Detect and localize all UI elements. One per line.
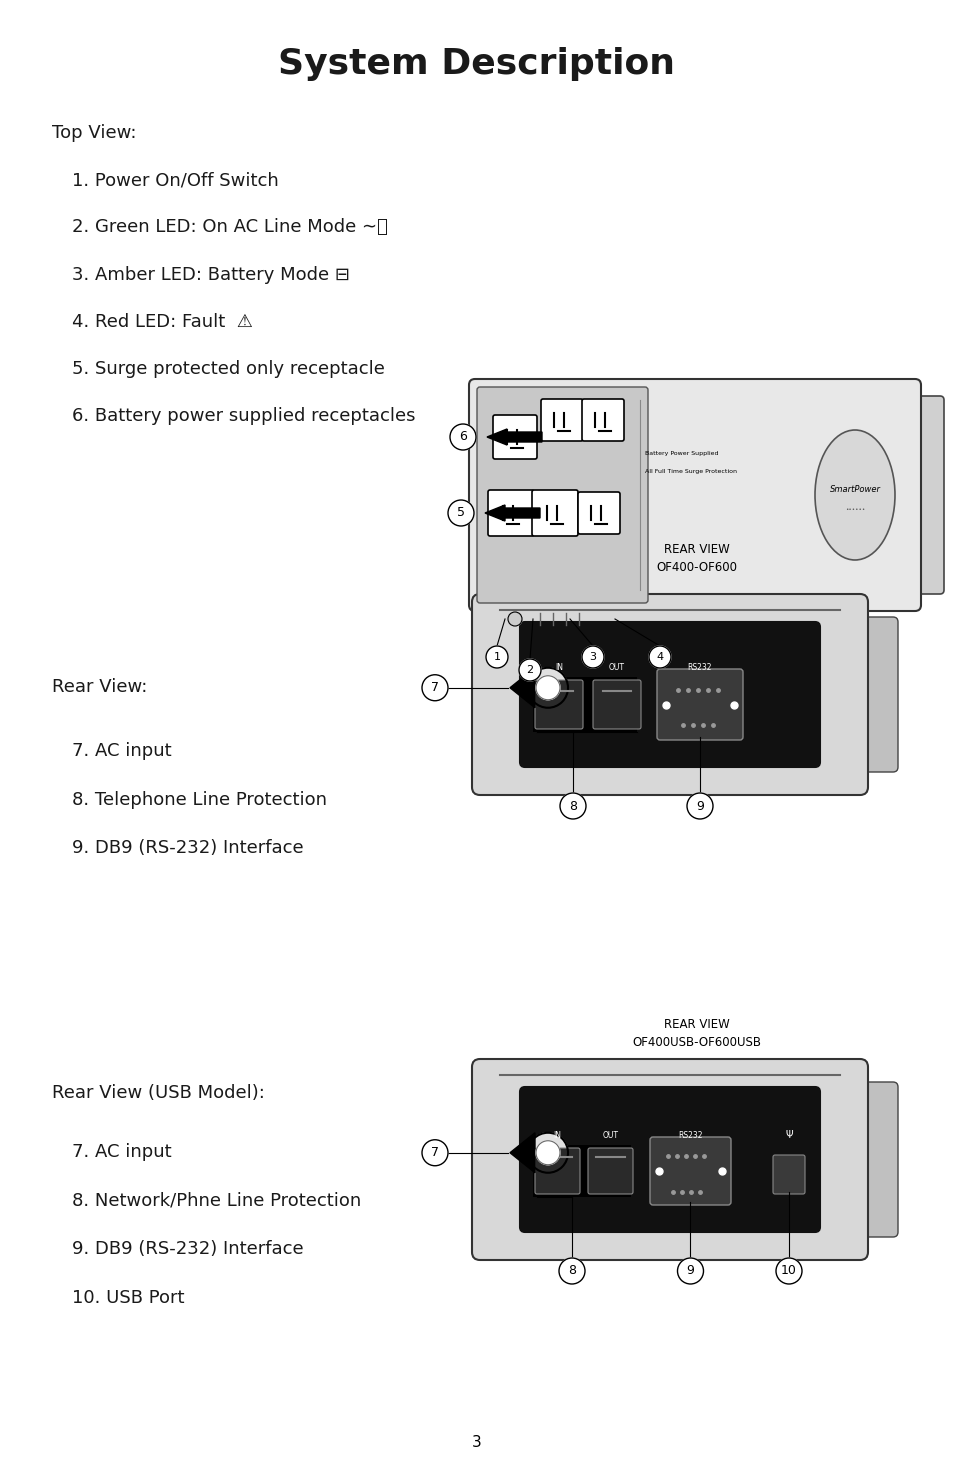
FancyBboxPatch shape bbox=[578, 493, 619, 534]
Text: 7. AC input: 7. AC input bbox=[71, 1143, 171, 1161]
Text: 8: 8 bbox=[568, 799, 577, 813]
Polygon shape bbox=[484, 504, 539, 521]
Circle shape bbox=[536, 676, 559, 699]
FancyBboxPatch shape bbox=[472, 594, 867, 795]
FancyBboxPatch shape bbox=[657, 670, 742, 740]
FancyBboxPatch shape bbox=[772, 1155, 804, 1193]
FancyBboxPatch shape bbox=[476, 386, 647, 603]
Text: 3: 3 bbox=[589, 652, 596, 662]
Text: OUT: OUT bbox=[602, 1131, 618, 1140]
Text: 5. Surge protected only receptacle: 5. Surge protected only receptacle bbox=[71, 360, 384, 378]
FancyBboxPatch shape bbox=[587, 1148, 633, 1193]
FancyBboxPatch shape bbox=[519, 622, 820, 767]
Circle shape bbox=[648, 646, 670, 668]
Text: 1: 1 bbox=[493, 652, 500, 662]
Text: 6: 6 bbox=[458, 431, 466, 444]
FancyBboxPatch shape bbox=[519, 1087, 820, 1232]
FancyBboxPatch shape bbox=[593, 680, 640, 729]
Polygon shape bbox=[510, 1133, 535, 1173]
FancyBboxPatch shape bbox=[533, 1145, 630, 1198]
Text: System Description: System Description bbox=[278, 47, 675, 81]
Text: Ψ: Ψ bbox=[784, 1130, 792, 1140]
Text: REAR VIEW
OF400-OF600: REAR VIEW OF400-OF600 bbox=[656, 543, 736, 574]
Polygon shape bbox=[510, 668, 535, 708]
Text: OUT: OUT bbox=[608, 662, 624, 673]
Text: Rear View (USB Model):: Rear View (USB Model): bbox=[52, 1084, 265, 1102]
Circle shape bbox=[536, 1140, 559, 1165]
Circle shape bbox=[485, 646, 507, 668]
Circle shape bbox=[581, 646, 603, 668]
Text: SmartPower: SmartPower bbox=[828, 485, 880, 494]
Circle shape bbox=[507, 612, 521, 625]
FancyBboxPatch shape bbox=[649, 1137, 730, 1205]
FancyBboxPatch shape bbox=[535, 680, 582, 729]
Text: 9: 9 bbox=[696, 799, 703, 813]
FancyBboxPatch shape bbox=[493, 414, 537, 459]
FancyBboxPatch shape bbox=[849, 617, 897, 771]
Circle shape bbox=[677, 1258, 702, 1285]
Text: RS232: RS232 bbox=[678, 1131, 702, 1140]
Circle shape bbox=[775, 1258, 801, 1285]
Circle shape bbox=[686, 794, 712, 819]
Text: 7: 7 bbox=[431, 681, 438, 695]
Text: 8. Telephone Line Protection: 8. Telephone Line Protection bbox=[71, 791, 326, 808]
Text: RS232: RS232 bbox=[687, 662, 712, 673]
FancyBboxPatch shape bbox=[469, 379, 920, 611]
Circle shape bbox=[448, 500, 474, 527]
FancyBboxPatch shape bbox=[581, 400, 623, 441]
Circle shape bbox=[558, 1258, 584, 1285]
Text: 3. Amber LED: Battery Mode ⊟: 3. Amber LED: Battery Mode ⊟ bbox=[71, 266, 349, 283]
Text: Rear View:: Rear View: bbox=[52, 678, 148, 696]
Polygon shape bbox=[486, 429, 541, 445]
FancyBboxPatch shape bbox=[849, 1083, 897, 1238]
Text: IN: IN bbox=[553, 1131, 561, 1140]
Circle shape bbox=[527, 668, 567, 708]
Text: 7. AC input: 7. AC input bbox=[71, 742, 171, 760]
Text: All Full Time Surge Protection: All Full Time Surge Protection bbox=[644, 469, 737, 473]
Text: 2. Green LED: On AC Line Mode ∼⎯: 2. Green LED: On AC Line Mode ∼⎯ bbox=[71, 218, 387, 236]
Text: REAR VIEW
OF400USB-OF600USB: REAR VIEW OF400USB-OF600USB bbox=[631, 1018, 760, 1049]
Circle shape bbox=[450, 423, 476, 450]
Ellipse shape bbox=[814, 431, 894, 560]
Text: 6. Battery power supplied receptacles: 6. Battery power supplied receptacles bbox=[71, 407, 415, 425]
FancyBboxPatch shape bbox=[488, 490, 534, 535]
Text: 7: 7 bbox=[431, 1146, 438, 1159]
Circle shape bbox=[421, 1140, 448, 1165]
Text: 9. DB9 (RS-232) Interface: 9. DB9 (RS-232) Interface bbox=[71, 1240, 303, 1258]
FancyBboxPatch shape bbox=[472, 1059, 867, 1260]
Text: 10: 10 bbox=[781, 1264, 796, 1277]
Text: ••••••: •••••• bbox=[844, 507, 864, 512]
Text: 9. DB9 (RS-232) Interface: 9. DB9 (RS-232) Interface bbox=[71, 839, 303, 857]
Circle shape bbox=[421, 674, 448, 701]
FancyBboxPatch shape bbox=[535, 1148, 579, 1193]
Text: 3: 3 bbox=[472, 1435, 481, 1450]
FancyBboxPatch shape bbox=[477, 603, 862, 636]
FancyBboxPatch shape bbox=[532, 490, 578, 535]
FancyBboxPatch shape bbox=[540, 400, 582, 441]
Text: 4: 4 bbox=[656, 652, 663, 662]
Text: IN: IN bbox=[555, 662, 562, 673]
FancyBboxPatch shape bbox=[533, 677, 637, 732]
Circle shape bbox=[559, 794, 585, 819]
Text: 5: 5 bbox=[456, 506, 464, 519]
Text: 9: 9 bbox=[686, 1264, 694, 1277]
Text: 8: 8 bbox=[567, 1264, 576, 1277]
Text: 1. Power On/Off Switch: 1. Power On/Off Switch bbox=[71, 171, 278, 189]
Text: Battery Power Supplied: Battery Power Supplied bbox=[644, 450, 718, 456]
Text: Top View:: Top View: bbox=[52, 124, 137, 142]
Text: 8. Network/Phne Line Protection: 8. Network/Phne Line Protection bbox=[71, 1192, 360, 1210]
Text: 4. Red LED: Fault  ⚠: 4. Red LED: Fault ⚠ bbox=[71, 313, 253, 330]
Text: 10. USB Port: 10. USB Port bbox=[71, 1289, 184, 1307]
Circle shape bbox=[518, 659, 540, 681]
Text: 2: 2 bbox=[526, 665, 533, 676]
Circle shape bbox=[527, 1133, 567, 1173]
FancyBboxPatch shape bbox=[905, 395, 943, 594]
